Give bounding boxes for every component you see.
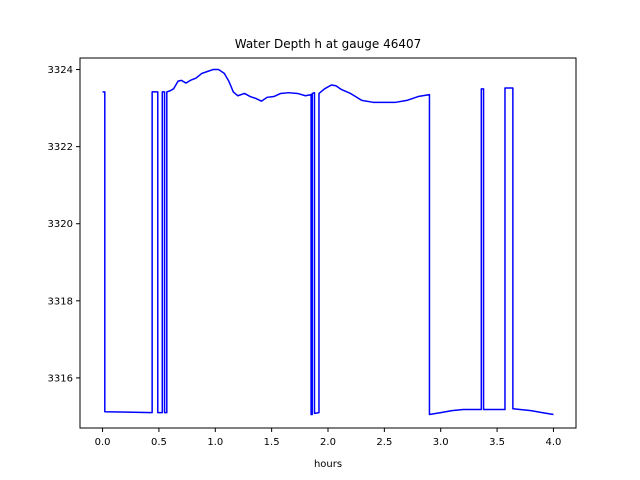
x-tick-label: 1.0 [207, 437, 223, 448]
x-axis: 0.0 0.5 1.0 1.5 2.0 2.5 3.0 3.5 4.0 [95, 428, 562, 448]
x-axis-label: hours [314, 459, 342, 470]
y-tick-label: 3318 [48, 296, 73, 307]
y-tick-label: 3316 [48, 373, 73, 384]
x-tick-label: 2.5 [376, 437, 392, 448]
chart-title: Water Depth h at gauge 46407 [235, 37, 422, 51]
x-tick-label: 0.5 [151, 437, 167, 448]
x-tick-label: 0.0 [95, 437, 111, 448]
series-line [102, 68, 554, 416]
x-tick-label: 4.0 [546, 437, 562, 448]
y-tick-label: 3320 [48, 219, 73, 230]
y-tick-label: 3322 [48, 142, 73, 153]
x-tick-label: 3.5 [489, 437, 505, 448]
y-axis: 3316 3318 3320 3322 3324 [48, 65, 80, 384]
x-tick-label: 1.5 [264, 437, 280, 448]
x-tick-label: 3.0 [433, 437, 449, 448]
y-tick-label: 3324 [48, 65, 73, 76]
x-tick-label: 2.0 [320, 437, 336, 448]
